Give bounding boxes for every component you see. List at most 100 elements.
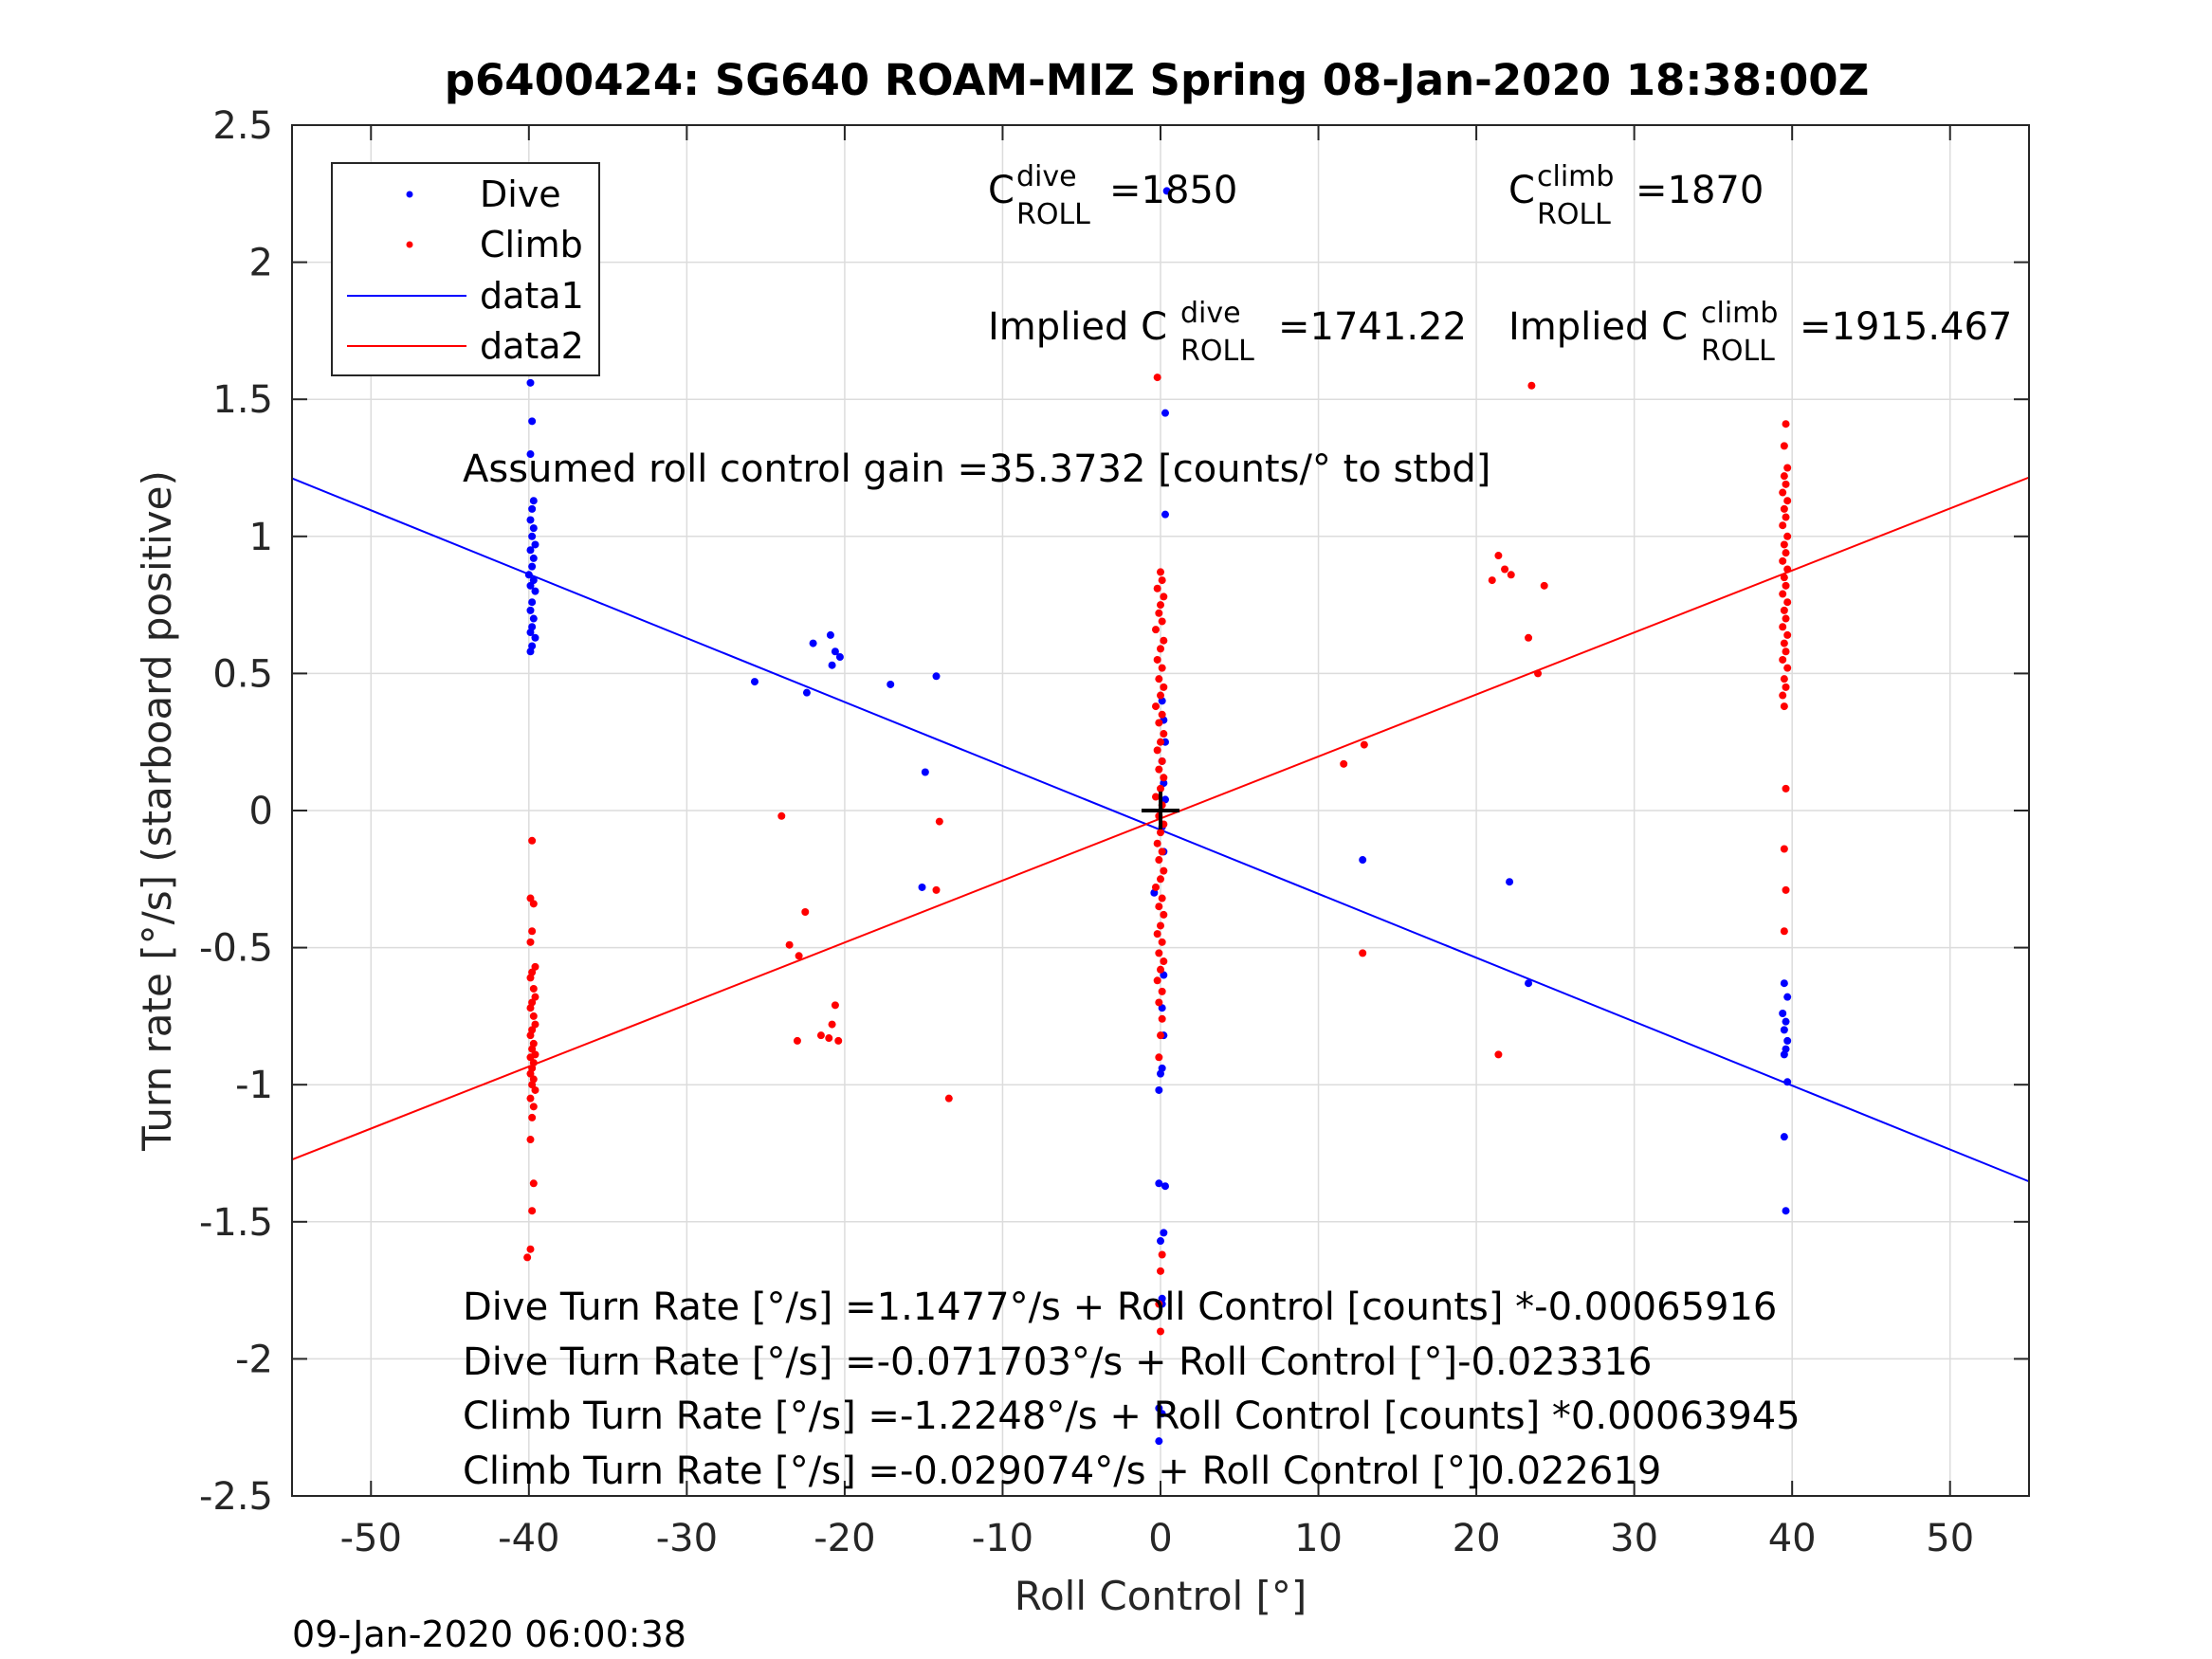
dive-point	[1155, 1404, 1163, 1413]
climb-point	[1152, 883, 1161, 891]
climb-point	[529, 1179, 538, 1188]
legend: Dive Climb data1 data2	[331, 162, 600, 376]
y-tick-label: 2.5	[212, 104, 273, 148]
c-dive-sub: ROLL	[1016, 198, 1090, 231]
climb-point	[795, 952, 803, 960]
climb-point	[1782, 885, 1790, 894]
dive-point	[1158, 1294, 1166, 1303]
legend-climb-marker	[406, 241, 413, 248]
dive-point	[529, 524, 538, 533]
dive-point	[529, 614, 538, 623]
climb-point	[944, 1094, 953, 1103]
climb-point	[932, 885, 941, 894]
y-tick-label: 0	[249, 790, 273, 833]
dive-point	[1161, 795, 1169, 804]
climb-point	[528, 1081, 537, 1089]
dive-point	[1155, 1179, 1163, 1188]
dive-point	[1155, 1437, 1163, 1446]
climb-point	[1779, 521, 1787, 530]
dive-point	[526, 546, 535, 555]
dive-point	[835, 653, 844, 662]
climb-point	[1160, 866, 1168, 875]
dive-point	[918, 883, 926, 891]
dive-point	[1158, 1004, 1166, 1012]
x-tick-label: 20	[1453, 1517, 1501, 1560]
dive-point	[802, 688, 811, 697]
dive-point	[528, 598, 537, 607]
equation-climb-degrees: Climb Turn Rate [°/s] =-0.029074°/s + Ro…	[463, 1449, 1661, 1493]
legend-dive-marker	[406, 191, 413, 198]
dive-point	[932, 672, 941, 681]
climb-point	[526, 974, 535, 982]
climb-point	[1152, 626, 1161, 634]
climb-point	[1782, 683, 1790, 691]
climb-point	[1782, 614, 1790, 623]
climb-point	[1527, 381, 1536, 390]
climb-point	[1340, 759, 1348, 768]
data-points	[523, 187, 1792, 1446]
climb-point	[1780, 702, 1788, 711]
equation-dive-degrees: Dive Turn Rate [°/s] =-0.071703°/s + Rol…	[463, 1340, 1652, 1384]
climb-point	[1783, 497, 1792, 505]
climb-point	[1779, 556, 1787, 565]
climb-point	[526, 1094, 535, 1103]
dive-point	[529, 497, 538, 505]
climb-point	[531, 1020, 539, 1029]
chart-title: p6400424: SG640 ROAM-MIZ Spring 08-Jan-2…	[445, 55, 1869, 105]
dive-point	[526, 450, 535, 459]
climb-point	[793, 1036, 801, 1045]
x-tick-label: 30	[1610, 1517, 1658, 1560]
climb-point	[1153, 976, 1161, 985]
y-tick-label: -1.5	[199, 1201, 273, 1245]
climb-point	[1534, 669, 1543, 678]
climb-point	[1488, 576, 1496, 585]
climb-point	[785, 940, 794, 949]
dive-point	[531, 587, 539, 595]
climb-point	[531, 993, 539, 1001]
dive-point	[1160, 1229, 1168, 1237]
climb-point	[1152, 793, 1161, 801]
climb-point	[1494, 1050, 1503, 1059]
climb-point	[1360, 740, 1368, 749]
y-tick-label: -2.5	[199, 1475, 273, 1519]
climb-point	[1158, 848, 1166, 856]
x-tick-label: 0	[1148, 1517, 1172, 1560]
equation-climb-counts: Climb Turn Rate [°/s] =-1.2248°/s + Roll…	[463, 1395, 1801, 1438]
implied-climb-label: Implied C	[1508, 305, 1688, 349]
x-tick-label: -10	[972, 1517, 1033, 1560]
climb-point	[528, 1045, 537, 1053]
dive-point	[1155, 1085, 1163, 1094]
c-climb-label: C	[1508, 169, 1535, 212]
dive-point	[1157, 1237, 1164, 1246]
x-axis-label: Roll Control [°]	[1015, 1573, 1307, 1619]
timestamp: 09-Jan-2020 06:00:38	[292, 1613, 686, 1655]
climb-point	[1155, 765, 1163, 774]
climb-point	[1157, 875, 1164, 884]
climb-point	[531, 962, 539, 971]
y-tick-labels: -2.5 -2 -1.5 -1 -0.5 0 0.5 1 1.5 2 2.5	[199, 104, 273, 1519]
climb-point	[1153, 655, 1161, 664]
climb-point	[526, 938, 535, 946]
climb-point	[1158, 710, 1166, 719]
climb-point	[1152, 702, 1161, 711]
x-tick-label: -40	[498, 1517, 559, 1560]
climb-point	[1160, 910, 1168, 919]
climb-point	[1155, 856, 1163, 865]
dive-point	[531, 540, 539, 549]
dive-point	[526, 647, 535, 656]
climb-point	[1153, 839, 1161, 848]
dive-point	[1783, 993, 1792, 1001]
dive-point	[831, 647, 839, 656]
climb-point	[1153, 584, 1161, 592]
dive-point	[526, 629, 535, 637]
climb-point	[1780, 574, 1788, 582]
climb-point	[1779, 590, 1787, 598]
climb-point	[1157, 691, 1164, 700]
climb-point	[529, 984, 538, 993]
dive-point	[826, 630, 834, 639]
climb-point	[531, 1085, 539, 1094]
y-tick-label: -1	[235, 1064, 273, 1107]
climb-point	[1782, 480, 1790, 488]
climb-point	[1783, 464, 1792, 472]
